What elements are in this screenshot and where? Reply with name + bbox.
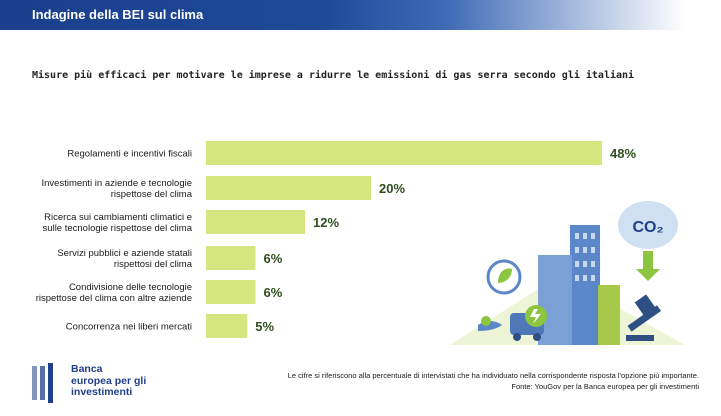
footnote-source: Fonte: YouGov per la Banca europea per g… (511, 382, 699, 391)
category-label-2: Ricerca sui cambiamenti climatici e sulle… (43, 212, 193, 234)
value-label-2: 12% (313, 215, 339, 230)
logo-line-3: investimenti (71, 386, 133, 398)
bar-5 (206, 314, 248, 338)
value-label-4: 6% (264, 285, 283, 300)
building-green (598, 285, 620, 345)
category-label-4: Condivisione delle tecnologie rispettose … (36, 282, 192, 304)
category-label-3: Servizi pubblici e aziende statali rispet… (57, 248, 192, 270)
logo-line-2: europea per gli (71, 374, 147, 387)
category-label-5: Concorrenza nei liberi mercati (66, 322, 192, 333)
gavel-icon (627, 305, 662, 332)
value-label-3: 6% (264, 251, 283, 266)
bar-1 (206, 176, 371, 200)
header-band (0, 0, 721, 30)
category-label-0: Regolamenti e incentivi fiscali (67, 149, 192, 160)
bar-4 (206, 280, 256, 304)
bar-3 (206, 246, 256, 270)
cloud-icon (618, 201, 678, 249)
city-climate-illustration: CO₂ (450, 201, 685, 345)
bar-2 (206, 210, 305, 234)
eib-logo (32, 363, 53, 403)
eib-logo-text: Banca europea per gli investimenti (71, 363, 147, 399)
bar-0 (206, 141, 602, 165)
down-arrow-icon (643, 251, 653, 269)
footnote-note: Le cifre si riferiscono alla percentuale… (287, 371, 699, 380)
leaf-bulb-icon (486, 259, 522, 295)
building-tall (570, 225, 600, 345)
category-label-1: Investimenti in aziende e tecnologie risp… (41, 178, 192, 200)
value-label-1: 20% (379, 181, 405, 196)
co2-label: CO₂ (632, 219, 663, 236)
logo-line-1: Banca (71, 363, 103, 375)
chart-title: Misure più efficaci per motivare le impr… (32, 70, 635, 81)
footnote: Le cifre si riferiscono alla percentuale… (288, 370, 699, 392)
value-label-5: 5% (255, 319, 274, 334)
page-title: Indagine della BEI sul clima (32, 7, 204, 22)
value-label-0: 48% (610, 146, 636, 161)
